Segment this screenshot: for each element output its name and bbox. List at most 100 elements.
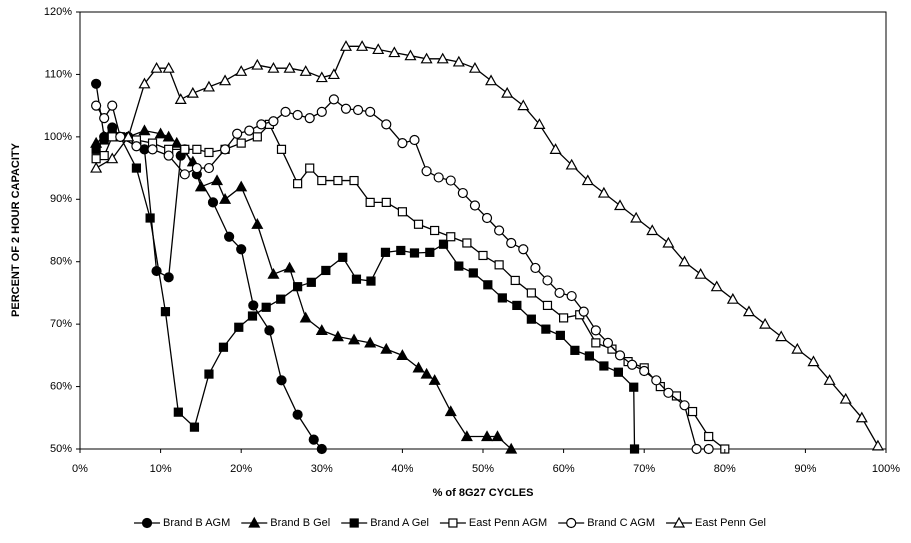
- marker: [299, 311, 312, 323]
- marker: [460, 430, 473, 442]
- x-tick-label: 20%: [230, 463, 252, 475]
- marker: [554, 287, 565, 299]
- marker: [283, 61, 296, 73]
- marker: [678, 255, 691, 267]
- marker: [526, 288, 536, 298]
- marker: [663, 387, 674, 398]
- marker: [404, 49, 417, 61]
- x-tick-label: 100%: [872, 463, 900, 475]
- legend-item: Brand A Gel: [341, 517, 429, 529]
- marker: [510, 275, 520, 286]
- marker: [759, 317, 772, 329]
- legend-label: East Penn AGM: [469, 517, 547, 529]
- marker: [420, 367, 433, 379]
- marker: [348, 333, 361, 345]
- marker: [397, 207, 407, 217]
- marker: [823, 374, 836, 385]
- marker: [106, 152, 119, 164]
- marker: [339, 40, 352, 51]
- marker: [630, 211, 643, 223]
- marker: [597, 186, 610, 198]
- marker: [380, 247, 391, 257]
- marker: [292, 109, 303, 121]
- marker: [679, 400, 690, 411]
- marker: [452, 55, 465, 67]
- marker: [409, 134, 420, 146]
- marker: [512, 300, 522, 311]
- y-tick-label: 100%: [44, 131, 72, 143]
- marker: [566, 290, 577, 302]
- legend-label: Brand B AGM: [163, 517, 230, 529]
- marker: [122, 130, 135, 142]
- marker: [236, 138, 246, 148]
- y-tick-label: 60%: [50, 380, 72, 392]
- marker: [791, 342, 804, 354]
- marker: [147, 144, 158, 155]
- marker: [251, 58, 264, 70]
- marker: [409, 248, 420, 258]
- marker: [518, 244, 529, 255]
- marker: [530, 262, 541, 274]
- marker: [163, 150, 174, 161]
- marker: [91, 100, 102, 111]
- marker: [99, 150, 109, 161]
- marker: [428, 374, 441, 385]
- marker: [397, 138, 408, 149]
- marker: [154, 127, 167, 139]
- marker: [381, 197, 391, 208]
- marker: [483, 280, 493, 290]
- marker: [445, 175, 456, 186]
- marker: [691, 443, 702, 455]
- x-tick-label: 10%: [150, 463, 172, 475]
- x-tick-label: 50%: [472, 463, 494, 475]
- marker: [90, 161, 103, 173]
- y-axis-label: PERCENT OF 2 HOUR CAPACITY: [10, 142, 22, 317]
- x-tick-label: 0%: [72, 463, 88, 475]
- marker: [599, 361, 609, 371]
- marker: [218, 342, 229, 352]
- marker: [380, 342, 393, 354]
- marker: [321, 265, 331, 276]
- marker: [481, 212, 493, 224]
- marker: [505, 442, 518, 454]
- y-tick-label: 110%: [45, 68, 73, 80]
- y-tick-label: 70%: [50, 318, 72, 330]
- marker: [211, 174, 224, 186]
- legend-label: Brand B Gel: [270, 517, 330, 529]
- legend-label: Brand C AGM: [587, 517, 655, 529]
- marker: [203, 162, 215, 174]
- marker: [235, 180, 248, 192]
- marker: [454, 261, 464, 271]
- marker: [138, 124, 151, 136]
- marker: [338, 252, 348, 262]
- marker: [468, 268, 478, 278]
- marker: [189, 422, 200, 432]
- x-axis-label: % of 8G27 CYCLES: [433, 487, 534, 499]
- marker: [202, 80, 215, 92]
- marker: [91, 154, 101, 164]
- marker: [219, 74, 232, 86]
- marker: [541, 324, 551, 334]
- marker: [581, 174, 594, 186]
- marker: [704, 431, 714, 442]
- legend-marker: [566, 517, 577, 529]
- marker: [839, 392, 852, 404]
- marker: [194, 180, 207, 192]
- marker: [236, 244, 247, 255]
- y-tick-label: 80%: [50, 256, 72, 268]
- marker: [491, 430, 504, 442]
- marker: [232, 128, 243, 139]
- marker: [469, 200, 481, 211]
- marker: [234, 322, 244, 332]
- marker: [173, 407, 183, 417]
- marker: [627, 359, 638, 370]
- marker: [340, 103, 352, 114]
- marker: [150, 61, 163, 73]
- marker: [219, 193, 232, 204]
- marker: [256, 119, 267, 130]
- marker: [163, 272, 174, 283]
- marker: [662, 236, 675, 248]
- marker: [388, 46, 401, 58]
- marker: [204, 147, 214, 158]
- marker: [710, 280, 723, 292]
